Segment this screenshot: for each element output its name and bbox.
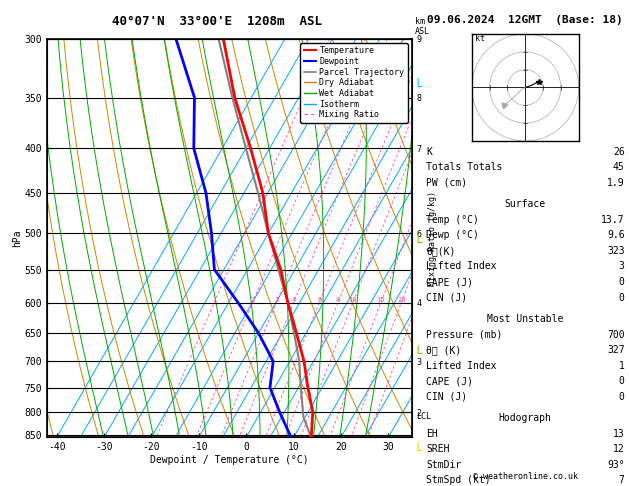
Text: LCL: LCL [416,412,431,421]
Text: Most Unstable: Most Unstable [487,314,564,324]
Text: 0: 0 [619,376,625,386]
Text: 8: 8 [336,296,340,303]
Text: km
ASL: km ASL [415,17,430,36]
Text: SREH: SREH [426,444,450,454]
Text: Totals Totals: Totals Totals [426,162,503,173]
Text: θᴄ (K): θᴄ (K) [426,345,462,355]
Text: 9.6: 9.6 [607,230,625,241]
Text: 700: 700 [607,330,625,340]
Text: 0: 0 [619,293,625,303]
Text: 327: 327 [607,345,625,355]
Text: └: └ [413,81,421,94]
Text: 2: 2 [250,296,255,303]
Text: 0: 0 [619,277,625,287]
Text: kt: kt [476,34,486,43]
Text: 1: 1 [212,296,216,303]
Text: θᴄ(K): θᴄ(K) [426,246,456,256]
Text: Mixing Ratio (g/kg): Mixing Ratio (g/kg) [428,191,437,286]
X-axis label: Dewpoint / Temperature (°C): Dewpoint / Temperature (°C) [150,455,309,465]
Text: 26: 26 [613,147,625,157]
Text: 09.06.2024  12GMT  (Base: 18): 09.06.2024 12GMT (Base: 18) [427,15,623,25]
Text: EH: EH [426,429,438,439]
Text: └: └ [413,347,421,361]
Text: StmSpd (kt): StmSpd (kt) [426,475,491,486]
Text: 1.9: 1.9 [607,178,625,188]
Y-axis label: hPa: hPa [12,229,22,247]
Text: 7: 7 [619,475,625,486]
Text: K: K [426,147,432,157]
Text: 13: 13 [613,429,625,439]
Text: 6: 6 [317,296,321,303]
Text: © weatheronline.co.uk: © weatheronline.co.uk [473,472,577,481]
Text: 3: 3 [619,261,625,272]
Text: Lifted Index: Lifted Index [426,261,497,272]
Text: CIN (J): CIN (J) [426,392,467,402]
Text: 93°: 93° [607,460,625,470]
Text: 1: 1 [619,361,625,371]
Text: Lifted Index: Lifted Index [426,361,497,371]
Text: Temp (°C): Temp (°C) [426,215,479,225]
Text: 15: 15 [377,296,385,303]
Text: CIN (J): CIN (J) [426,293,467,303]
Text: Dewp (°C): Dewp (°C) [426,230,479,241]
Text: 20: 20 [397,296,406,303]
Legend: Temperature, Dewpoint, Parcel Trajectory, Dry Adiabat, Wet Adiabat, Isotherm, Mi: Temperature, Dewpoint, Parcel Trajectory… [300,43,408,122]
Text: 12: 12 [613,444,625,454]
Text: 40°07'N  33°00'E  1208m  ASL: 40°07'N 33°00'E 1208m ASL [112,15,322,28]
Text: 3: 3 [274,296,279,303]
Text: StmDir: StmDir [426,460,462,470]
Text: 13.7: 13.7 [601,215,625,225]
Text: CAPE (J): CAPE (J) [426,376,474,386]
Text: 323: 323 [607,246,625,256]
Text: └: └ [413,444,421,457]
Text: 45: 45 [613,162,625,173]
Text: CAPE (J): CAPE (J) [426,277,474,287]
Text: 0: 0 [619,392,625,402]
Text: 4: 4 [292,296,296,303]
Text: Pressure (mb): Pressure (mb) [426,330,503,340]
Text: └: └ [413,236,421,249]
Text: PW (cm): PW (cm) [426,178,467,188]
Text: 10: 10 [348,296,357,303]
Text: Surface: Surface [504,199,546,209]
Text: Hodograph: Hodograph [499,413,552,423]
